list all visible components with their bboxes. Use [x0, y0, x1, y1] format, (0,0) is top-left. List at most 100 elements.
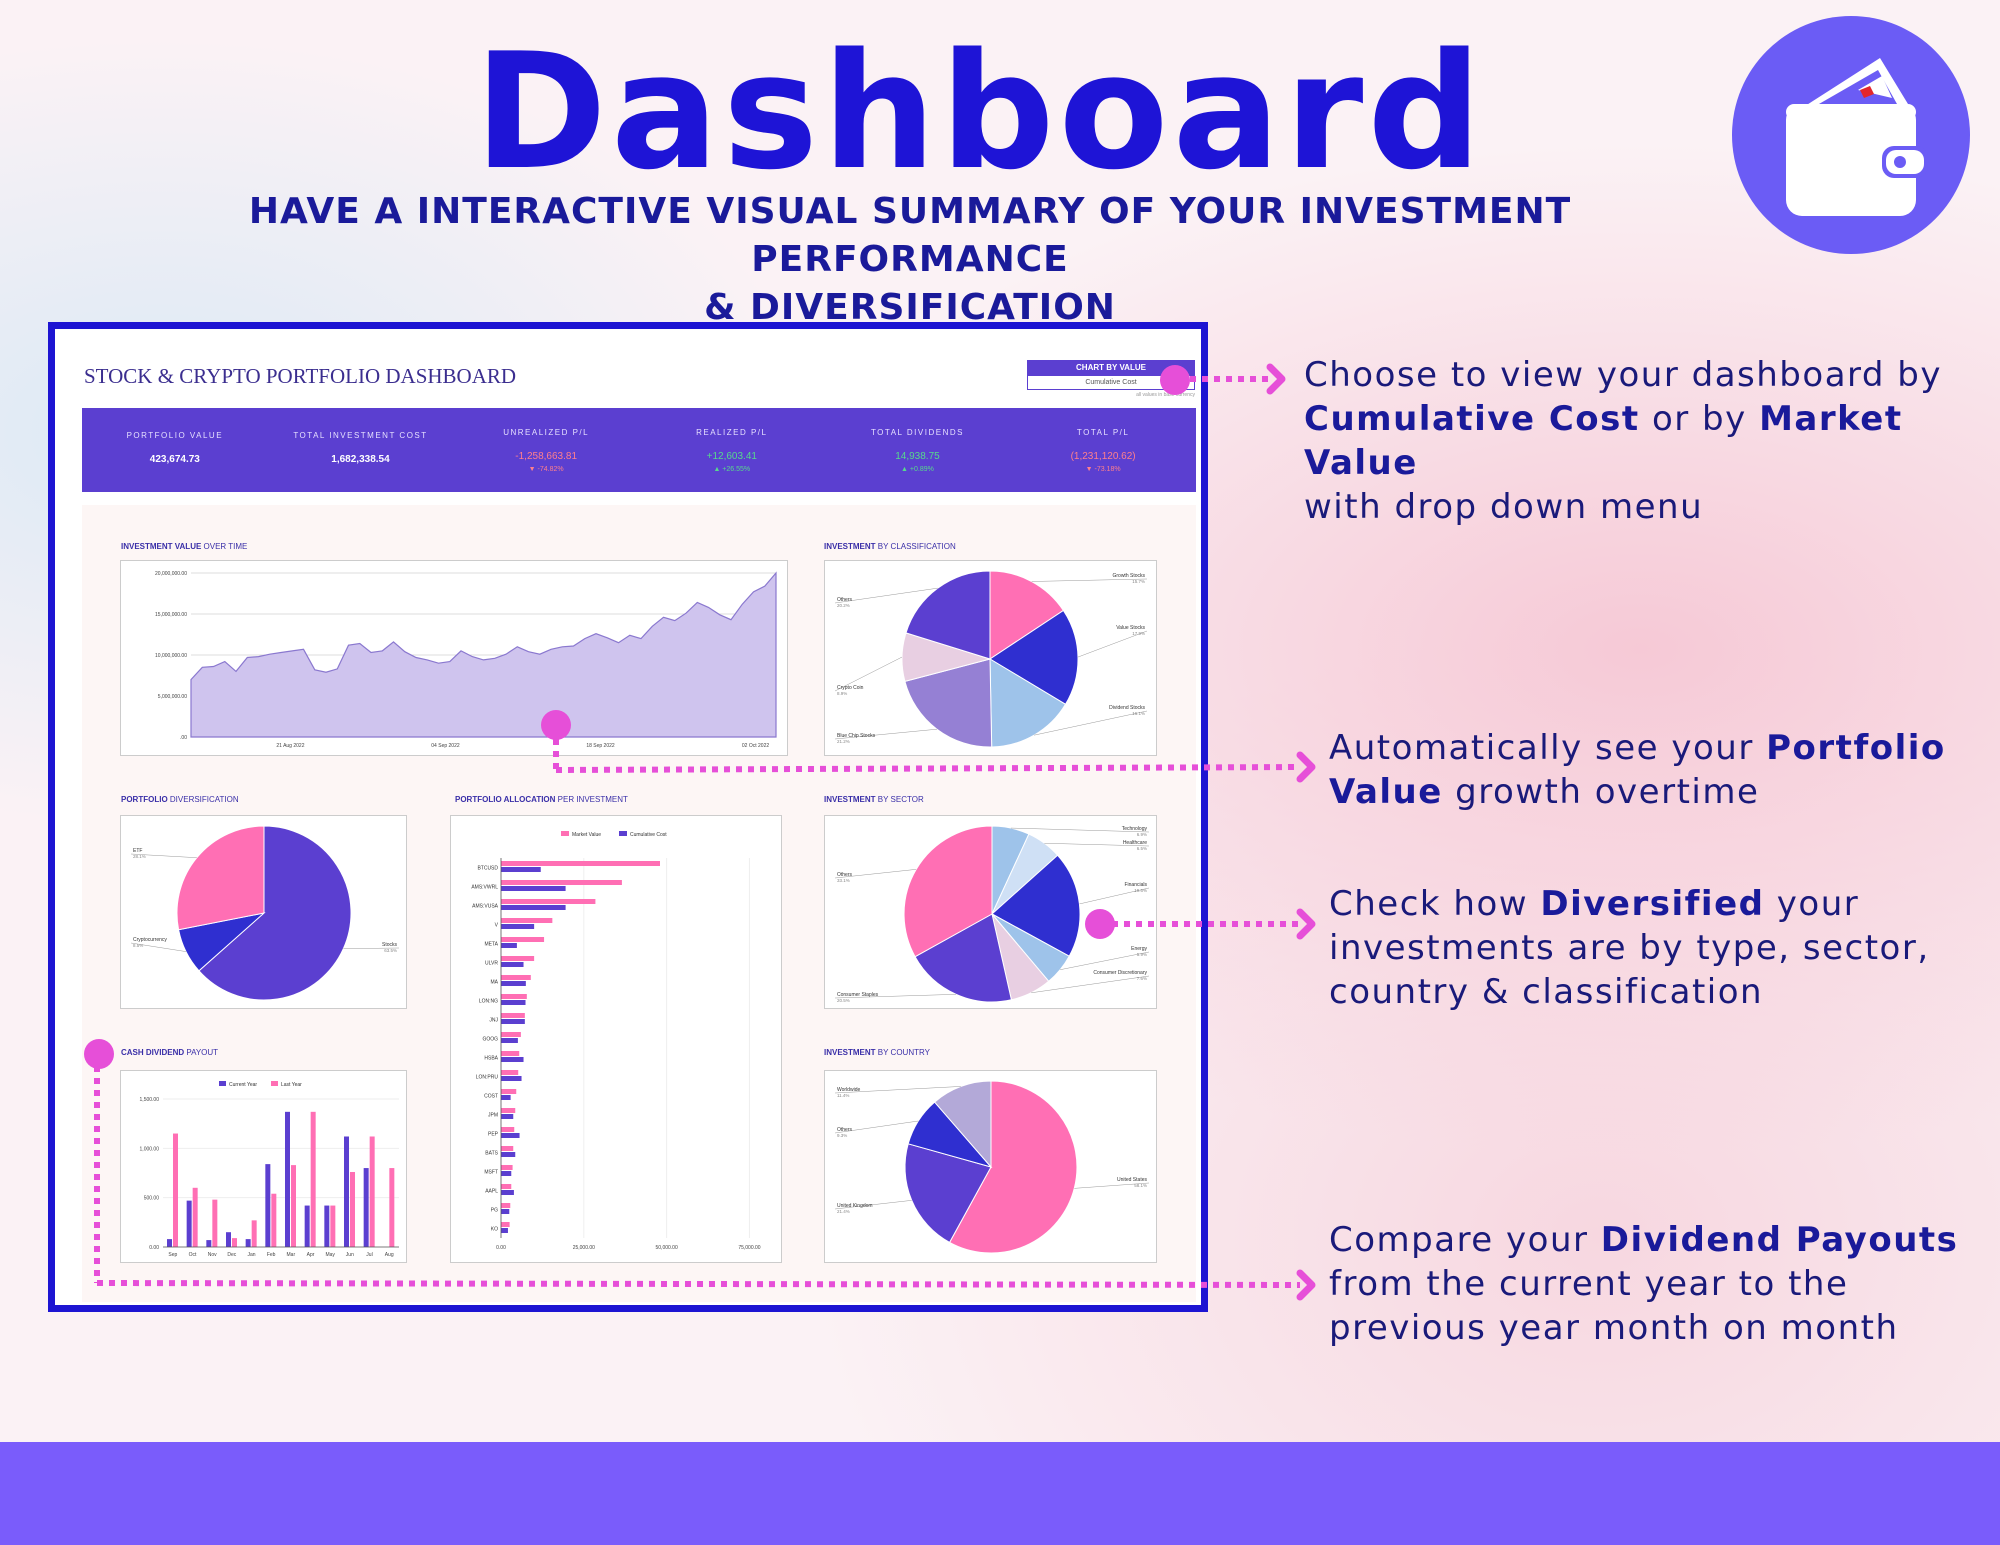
bar-current-year: [324, 1205, 330, 1247]
legend-swatch-last-year: [271, 1081, 278, 1086]
pie-leader: [130, 942, 187, 952]
wallet-badge: [1732, 16, 1970, 254]
bar-current-year: [344, 1136, 349, 1247]
pie-leader: [834, 869, 917, 879]
y-tick-label: 0.00: [149, 1245, 159, 1251]
bar-last-year: [310, 1111, 316, 1247]
y-tick-label: AAPL: [485, 1189, 498, 1195]
y-tick-label: KO: [491, 1227, 498, 1233]
pie-pct: 6.5%: [1137, 846, 1147, 851]
x-tick-label: Oct: [189, 1252, 197, 1258]
legend-label: Current Year: [229, 1082, 257, 1088]
area-series: [190, 571, 777, 738]
y-tick-label: .00: [180, 735, 187, 741]
y-tick-label: 10,000,000.00: [155, 653, 187, 659]
pie-label: Others: [837, 872, 853, 878]
y-tick-label: 500.00: [144, 1196, 160, 1202]
kpi-change: ▼ -74.82%: [528, 465, 564, 473]
kpi-total-pl: TOTAL P/L (1,231,120.62) ▼ -73.18%: [1018, 428, 1188, 473]
bar-cumulative-cost: [501, 943, 517, 948]
bar-market-value: [501, 918, 553, 923]
pie-label: Dividend Stocks: [1109, 705, 1145, 711]
legend-swatch-cumulative-cost: [619, 831, 627, 836]
chart-by-dropdown[interactable]: CHART BY VALUE Cumulative Cost all value…: [1027, 360, 1195, 404]
pie-pct: 7.6%: [1137, 976, 1147, 981]
pie-slice: [914, 913, 1012, 1003]
pie-slice: [903, 825, 993, 958]
y-tick-label: 20,000,000.00: [155, 571, 187, 577]
pie-label: United Kingdom: [837, 1203, 873, 1209]
x-tick-label: 0.00: [496, 1245, 506, 1251]
x-tick-label: Feb: [267, 1252, 276, 1258]
pie-label: ETF: [133, 848, 142, 854]
x-tick-label: Jan: [247, 1252, 255, 1258]
section-title-by-sector: INVESTMENT BY SECTOR: [824, 795, 924, 804]
pie-pct: 19.6%: [1134, 888, 1147, 893]
y-tick-label: 1,500.00: [140, 1097, 160, 1103]
kpi-value: 14,938.75: [895, 450, 940, 462]
kpi-label: TOTAL P/L: [1076, 427, 1130, 437]
x-tick-label: Sep: [168, 1252, 177, 1258]
dividend-bar-chart: Current Year Last Year 1,500.00 1,000.00 500…: [120, 1070, 407, 1263]
dashboard-title: STOCK & CRYPTO PORTFOLIO DASHBOARD: [84, 364, 517, 388]
y-tick-label: META: [484, 942, 498, 948]
pie-pct: 8.9%: [837, 691, 847, 696]
pie-label: Growth Stocks: [1112, 573, 1145, 579]
pie-slice: [904, 658, 993, 748]
annotation-dropdown: Choose to view your dashboard by Cumulat…: [1304, 355, 1943, 527]
bar-market-value: [501, 1051, 520, 1056]
bar-last-year: [291, 1165, 296, 1247]
pie-pct: 21.4%: [837, 1209, 850, 1214]
y-tick-label: AMS:VUSA: [472, 904, 499, 910]
pie-leader: [1077, 630, 1148, 658]
bar-cumulative-cost: [501, 1228, 508, 1233]
pie-pct: 21.2%: [837, 739, 850, 744]
chart-by-label: CHART BY VALUE: [1027, 360, 1195, 375]
pie-label: Technology: [1122, 826, 1148, 832]
kpi-value: (1,231,120.62): [1070, 450, 1136, 462]
pie-slice: [989, 609, 1079, 705]
y-tick-label: AMS:VWRL: [471, 885, 498, 891]
pie-label: Consumer Staples: [837, 992, 879, 998]
bar-market-value: [501, 1089, 517, 1094]
y-tick-label: 5,000,000.00: [158, 694, 187, 700]
bar-cumulative-cost: [501, 1171, 512, 1176]
y-tick-label: GOOG: [482, 1037, 498, 1043]
pie-pct: 11.4%: [837, 1093, 849, 1098]
pie-leader: [1079, 887, 1150, 905]
bar-cumulative-cost: [501, 1057, 524, 1062]
kpi-label: TOTAL DIVIDENDS: [870, 427, 964, 437]
pie-pct: 58.1%: [1134, 1183, 1147, 1188]
pie-pct: 16.1%: [1132, 711, 1145, 716]
pie-label: Consumer Discretionary: [1093, 970, 1147, 976]
pie-pct: 8.5%: [133, 943, 143, 948]
y-tick-label: JNJ: [489, 1018, 498, 1024]
bar-cumulative-cost: [501, 1076, 522, 1081]
pie-label: Healthcare: [1123, 840, 1147, 846]
chart-by-select[interactable]: Cumulative Cost: [1027, 375, 1195, 390]
x-tick-label: May: [325, 1252, 335, 1258]
pie-leader: [343, 947, 400, 949]
pie-label: Blue Chip Stocks: [837, 733, 876, 739]
bar-market-value: [501, 956, 535, 961]
bar-last-year: [192, 1187, 198, 1247]
bar-cumulative-cost: [501, 1209, 510, 1214]
section-title-by-classification: INVESTMENT BY CLASSIFICATION: [824, 542, 956, 551]
bar-current-year: [245, 1239, 251, 1247]
bar-cumulative-cost: [501, 886, 566, 891]
bar-current-year: [186, 1200, 192, 1247]
y-tick-label: HSBA: [484, 1056, 498, 1062]
y-tick-label: COST: [484, 1094, 498, 1100]
pie-pct: 33.1%: [837, 878, 850, 883]
bar-market-value: [501, 1013, 525, 1018]
bar-market-value: [501, 1032, 521, 1037]
y-tick-label: ULVR: [485, 961, 498, 967]
bar-cumulative-cost: [501, 924, 535, 929]
legend-label: Market Value: [572, 832, 601, 838]
bar-market-value: [501, 1222, 510, 1227]
kpi-change: ▲ +0.89%: [901, 465, 934, 473]
bar-cumulative-cost: [501, 1190, 514, 1195]
y-tick-label: BATS: [485, 1151, 498, 1157]
x-tick-label: Nov: [208, 1252, 217, 1258]
